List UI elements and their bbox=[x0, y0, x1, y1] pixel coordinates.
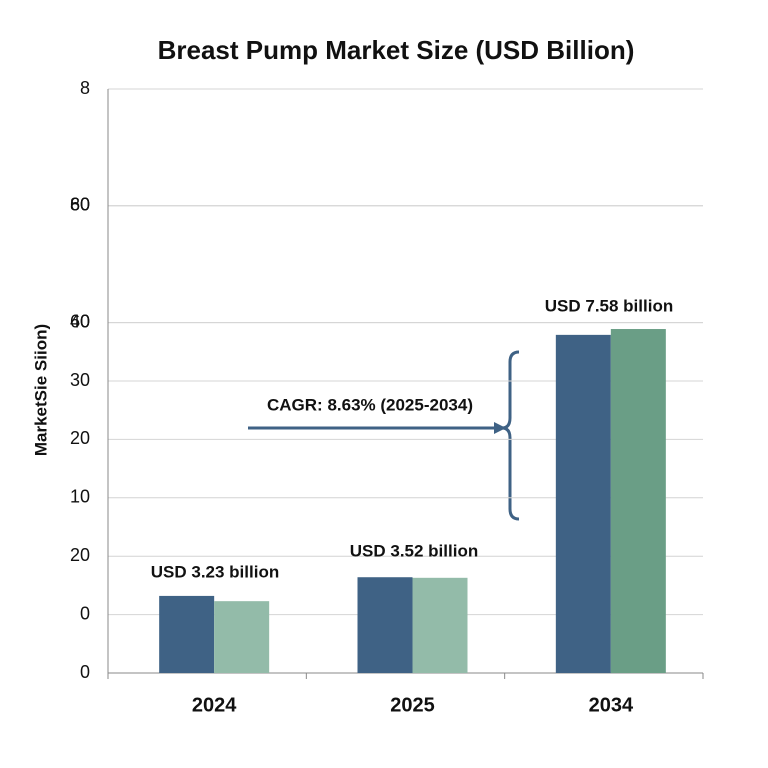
bar bbox=[357, 577, 413, 673]
y-tick-label: 20 bbox=[70, 428, 90, 448]
bar bbox=[159, 595, 215, 673]
annotation: USD 3.52 billion bbox=[350, 541, 478, 560]
y-tick-label: 0 bbox=[80, 662, 90, 682]
cagr-arrow bbox=[248, 350, 520, 521]
bar bbox=[555, 334, 611, 673]
annotation: USD 3.23 billion bbox=[151, 562, 279, 581]
x-tick-label: 2025 bbox=[390, 694, 435, 716]
brace bbox=[501, 350, 520, 521]
y-tick-label: 8 bbox=[80, 78, 90, 98]
y-tick-label: 0 bbox=[80, 603, 90, 623]
bar bbox=[214, 601, 270, 673]
annotation: CAGR: 8.63% (2025-2034) bbox=[267, 395, 473, 414]
arrow-head bbox=[494, 422, 506, 434]
y-tick-label: 80 bbox=[70, 195, 90, 215]
y-tick-label: 10 bbox=[70, 487, 90, 507]
y-tick-label: 30 bbox=[70, 370, 90, 390]
y-tick-label: 60 bbox=[70, 195, 90, 215]
y-tick-label: 60 bbox=[70, 311, 90, 331]
chart-title: Breast Pump Market Size (USD Billion) bbox=[158, 35, 635, 65]
annotation: USD 7.58 billion bbox=[545, 296, 673, 315]
y-tick-label: 20 bbox=[70, 545, 90, 565]
bar bbox=[610, 329, 666, 673]
x-tick-label: 2034 bbox=[589, 694, 634, 716]
bar bbox=[412, 577, 468, 673]
y-axis-label: MarketSie Siion) bbox=[31, 324, 50, 456]
x-tick-label: 2024 bbox=[192, 694, 237, 716]
y-tick-label: 40 bbox=[70, 311, 90, 331]
